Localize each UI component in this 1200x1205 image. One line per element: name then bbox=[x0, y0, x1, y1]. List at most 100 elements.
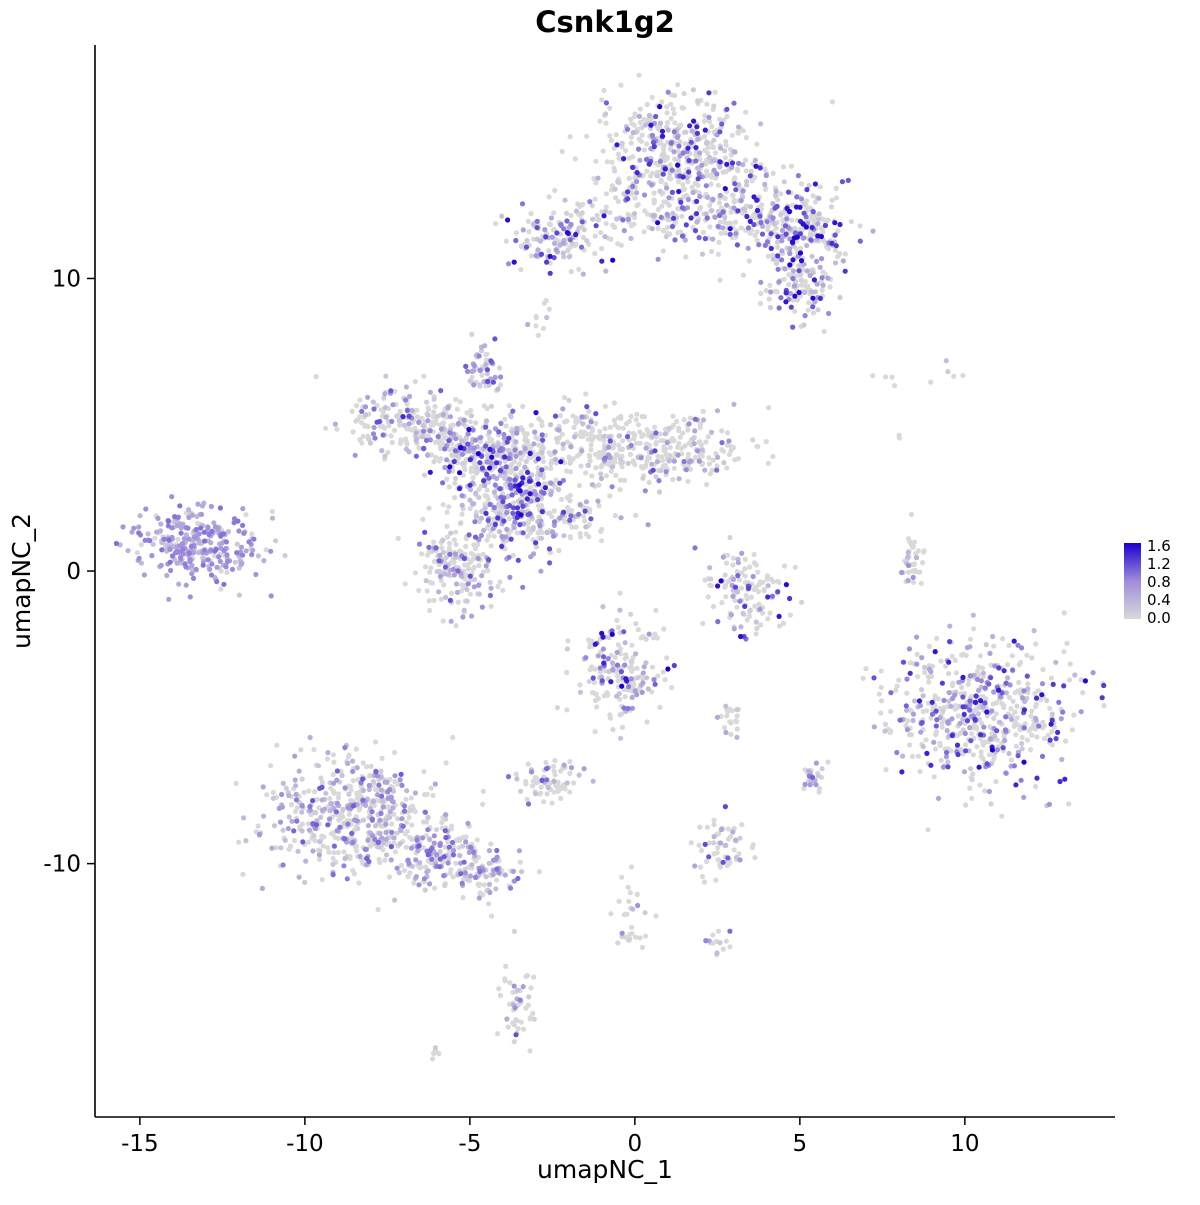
data-point bbox=[736, 577, 743, 583]
data-point bbox=[482, 343, 488, 349]
data-point bbox=[697, 150, 703, 156]
data-point bbox=[676, 188, 682, 195]
data-point bbox=[640, 680, 646, 686]
data-point bbox=[194, 513, 200, 520]
data-point bbox=[324, 756, 330, 762]
data-point bbox=[517, 522, 523, 528]
data-point bbox=[593, 223, 599, 229]
data-point bbox=[494, 452, 500, 458]
data-point bbox=[496, 986, 502, 992]
data-point bbox=[1019, 746, 1025, 752]
data-point bbox=[682, 443, 688, 449]
data-point bbox=[625, 705, 631, 712]
data-point bbox=[472, 519, 478, 525]
data-point bbox=[945, 759, 951, 765]
data-point bbox=[186, 536, 192, 542]
data-point bbox=[533, 253, 539, 259]
data-point bbox=[358, 420, 365, 426]
data-point bbox=[484, 537, 490, 543]
data-point bbox=[600, 148, 606, 154]
data-point bbox=[513, 465, 519, 472]
data-point bbox=[699, 447, 706, 453]
data-point bbox=[401, 867, 408, 874]
data-point bbox=[649, 182, 655, 188]
data-point bbox=[933, 732, 939, 738]
data-point bbox=[416, 882, 422, 888]
data-point bbox=[377, 830, 383, 837]
data-point bbox=[703, 439, 709, 445]
data-point bbox=[474, 468, 480, 474]
data-point bbox=[537, 791, 543, 797]
data-point bbox=[577, 689, 584, 695]
data-point bbox=[641, 116, 647, 123]
data-point bbox=[174, 560, 180, 566]
data-point bbox=[922, 669, 928, 676]
data-point bbox=[660, 669, 666, 675]
data-point bbox=[811, 277, 818, 283]
data-point bbox=[641, 432, 647, 438]
data-point bbox=[165, 518, 171, 524]
data-point bbox=[331, 759, 337, 765]
data-point bbox=[984, 761, 990, 767]
data-point bbox=[403, 844, 409, 850]
data-point bbox=[758, 622, 764, 628]
data-point bbox=[704, 215, 710, 221]
data-point bbox=[735, 560, 741, 566]
data-point bbox=[446, 447, 453, 453]
data-point bbox=[567, 770, 573, 777]
data-point bbox=[431, 539, 437, 545]
data-point bbox=[629, 668, 635, 675]
data-point bbox=[472, 874, 479, 881]
data-point bbox=[471, 584, 477, 590]
data-point bbox=[498, 420, 504, 427]
data-point bbox=[535, 497, 541, 503]
data-point bbox=[994, 737, 1000, 743]
data-point bbox=[136, 555, 142, 561]
data-point bbox=[984, 713, 990, 719]
data-point bbox=[797, 226, 803, 232]
data-point bbox=[432, 403, 438, 410]
data-point bbox=[754, 207, 761, 214]
data-point bbox=[819, 225, 825, 231]
data-point bbox=[507, 412, 514, 418]
data-point bbox=[1046, 801, 1052, 807]
data-point bbox=[306, 788, 312, 794]
data-point bbox=[790, 297, 796, 303]
data-point bbox=[977, 694, 983, 700]
data-point bbox=[1061, 610, 1067, 616]
data-point bbox=[694, 448, 701, 454]
data-point bbox=[581, 227, 587, 233]
data-point bbox=[711, 158, 717, 164]
data-point bbox=[467, 873, 474, 879]
data-point bbox=[359, 408, 365, 414]
data-point bbox=[234, 550, 240, 556]
data-point bbox=[982, 685, 988, 691]
data-point bbox=[283, 785, 289, 791]
data-point bbox=[1042, 736, 1048, 742]
data-point bbox=[427, 881, 433, 887]
data-point bbox=[449, 590, 455, 596]
data-point bbox=[530, 1010, 536, 1017]
data-point bbox=[1015, 642, 1021, 648]
data-point bbox=[729, 160, 736, 166]
data-point bbox=[602, 208, 609, 215]
data-point bbox=[492, 374, 498, 380]
data-point bbox=[426, 505, 432, 511]
data-point bbox=[701, 879, 708, 885]
data-point bbox=[584, 133, 590, 139]
data-point bbox=[722, 195, 728, 202]
data-point bbox=[400, 414, 406, 420]
data-point bbox=[731, 847, 737, 853]
data-point bbox=[588, 419, 594, 425]
data-point bbox=[484, 371, 490, 377]
data-point bbox=[765, 583, 771, 589]
data-point bbox=[1006, 694, 1013, 701]
data-point bbox=[722, 186, 728, 192]
data-point bbox=[629, 931, 635, 937]
data-point bbox=[754, 141, 760, 147]
data-point bbox=[269, 845, 275, 851]
data-point bbox=[458, 520, 464, 526]
data-point bbox=[259, 885, 265, 892]
data-point bbox=[940, 764, 947, 770]
data-point bbox=[635, 627, 641, 633]
